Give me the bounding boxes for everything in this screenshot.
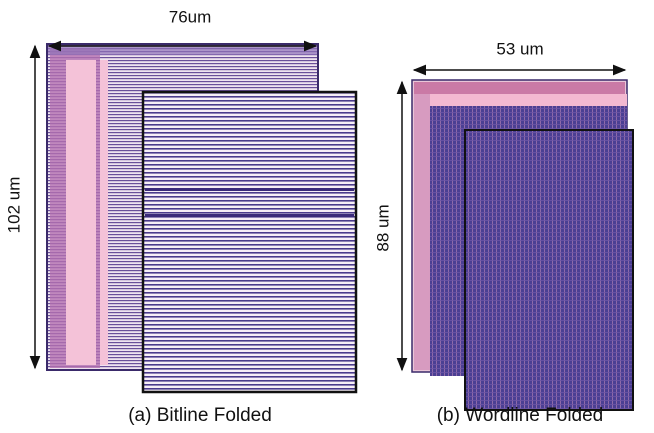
layout-front [465, 130, 633, 410]
width-label: 53 um [496, 39, 543, 58]
layout-strip [430, 94, 627, 106]
caption: (b) Wordline Folded [437, 405, 604, 426]
figure: 76um 102 um (a) Bitline Folded 53 um 88 … [0, 0, 654, 433]
width-label: 76um [169, 7, 212, 26]
layout-strip [100, 60, 108, 365]
panel-b: 53 um 88 um (b) Wordline Folded [373, 39, 633, 426]
layout-top [414, 82, 625, 94]
layout-strip [414, 94, 430, 370]
layout-strip [66, 60, 96, 365]
layout-band [145, 188, 354, 191]
height-label: 102 um [4, 177, 23, 234]
panel-a: 76um 102 um (a) Bitline Folded [4, 7, 356, 426]
layout-band [145, 214, 354, 217]
caption: (a) Bitline Folded [128, 405, 272, 426]
layout-front [143, 92, 356, 392]
height-label: 88 um [373, 204, 392, 251]
